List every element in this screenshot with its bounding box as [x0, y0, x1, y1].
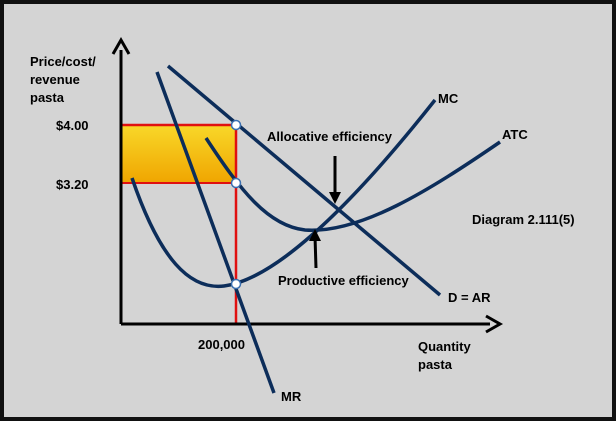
y-axis-label-line2: revenue	[30, 72, 80, 87]
x-axis-label-line2: pasta	[418, 357, 453, 372]
productive-arrow	[313, 235, 318, 269]
demand-ar-curve	[166, 64, 442, 297]
atc-point-marker	[230, 177, 242, 189]
demand-point-marker	[230, 119, 242, 131]
diagram-id-label: Diagram 2.111(5)	[472, 212, 575, 227]
quantity-label: 200,000	[198, 337, 245, 352]
price-low-label: $3.20	[56, 177, 89, 192]
y-axis-arrowhead	[111, 36, 131, 55]
mc-mr-intersection-marker	[230, 278, 242, 290]
y-axis-label-line3: pasta	[30, 90, 65, 105]
allocative-arrow-head	[329, 192, 341, 204]
allocative-efficiency-label: Allocative efficiency	[267, 129, 393, 144]
productive-efficiency-label: Productive efficiency	[278, 273, 410, 288]
x-axis-arrowhead	[485, 314, 504, 334]
mr-curve	[155, 71, 276, 394]
mr-label: MR	[281, 389, 302, 404]
y-axis-label-line1: Price/cost/	[30, 54, 96, 69]
productive-arrow-head	[309, 229, 321, 241]
x-axis-label-line1: Quantity	[418, 339, 471, 354]
atc-label: ATC	[502, 127, 528, 142]
price-high-label: $4.00	[56, 118, 89, 133]
mc-label: MC	[438, 91, 459, 106]
demand-ar-label: D = AR	[448, 290, 491, 305]
